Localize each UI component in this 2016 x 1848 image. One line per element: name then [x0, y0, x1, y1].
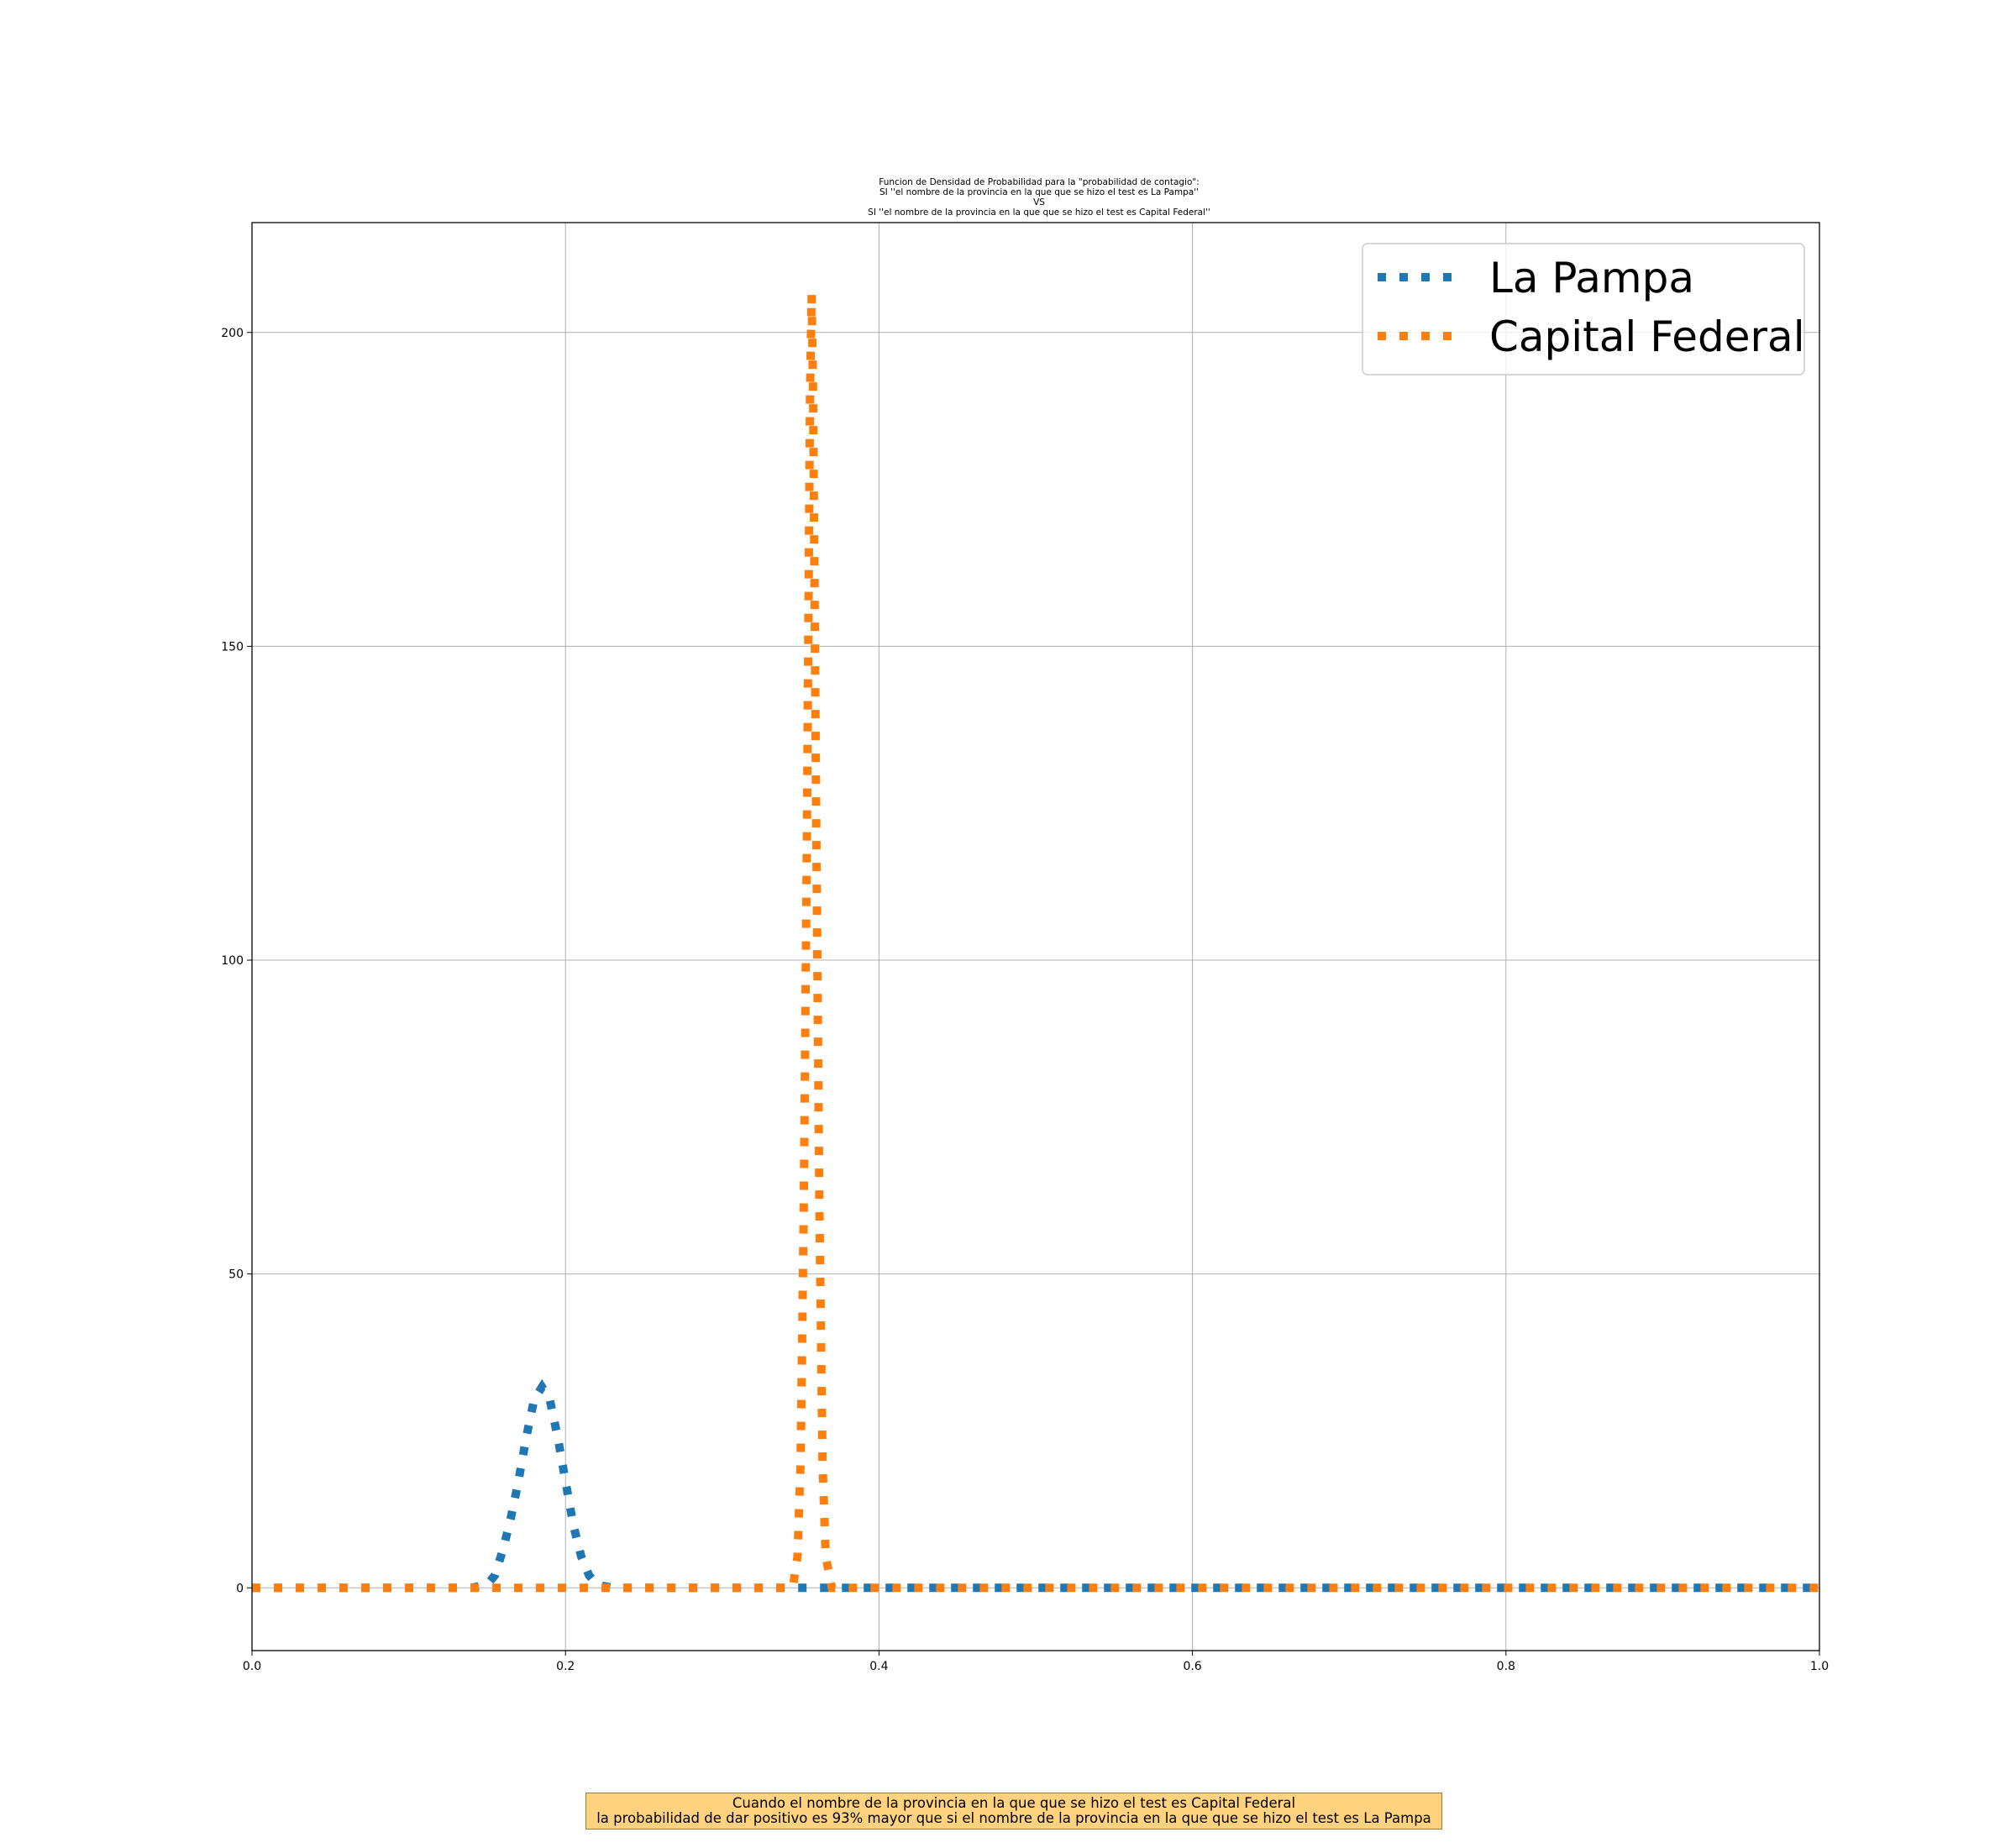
annotation-box: Cuando el nombre de la provincia en la q… [585, 1793, 1442, 1830]
legend-label: Capital Federal [1489, 312, 1805, 361]
axis-ticks: 0.0 0.2 0.4 0.6 0.8 1.0 0 50 100 150 200 [221, 327, 1829, 1673]
title-line-2: SI ''el nombre de la provincia en la que… [879, 187, 1199, 197]
series-line-capital-federal [252, 294, 1819, 1593]
annotation-line-1: Cuando el nombre de la provincia en la q… [732, 1795, 1296, 1811]
legend-label: La Pampa [1489, 254, 1694, 302]
y-tick-label: 0 [236, 1582, 244, 1595]
y-tick-label: 200 [221, 327, 244, 340]
grid [251, 223, 1820, 1651]
y-tick-label: 150 [221, 640, 244, 654]
legend: La Pampa Capital Federal [1362, 243, 1805, 375]
series-layer [252, 294, 1819, 1593]
legend-frame [1362, 243, 1805, 375]
title-line-1: Funcion de Densidad de Probabilidad para… [879, 177, 1200, 187]
y-tick-label: 50 [228, 1268, 244, 1282]
annotation-line-2: la probabilidad de dar positivo es 93% m… [596, 1810, 1431, 1826]
x-tick-label: 0.4 [869, 1660, 888, 1673]
plot-frame [251, 222, 1820, 1651]
series-line-la-pampa [252, 1378, 1819, 1593]
x-tick-label: 0.8 [1497, 1660, 1515, 1673]
title-line-4: SI ''el nombre de la provincia en la que… [868, 207, 1210, 218]
x-tick-label: 0.6 [1183, 1660, 1201, 1673]
x-tick-label: 0.2 [556, 1660, 575, 1673]
title-line-3: VS [1033, 197, 1045, 207]
chart-title: Funcion de Densidad de Probabilidad para… [868, 177, 1210, 218]
x-tick-label: 1.0 [1810, 1660, 1829, 1673]
y-tick-label: 100 [221, 954, 244, 968]
x-tick-label: 0.0 [243, 1660, 261, 1673]
